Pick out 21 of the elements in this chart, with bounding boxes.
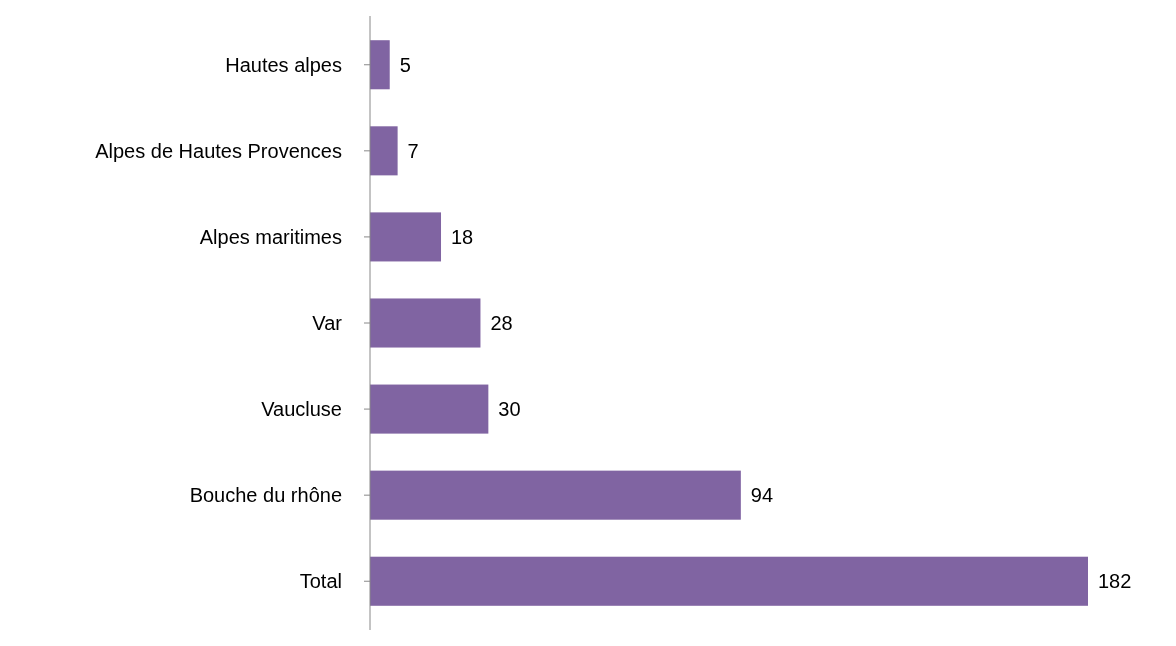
data-label: 18 [451,225,474,248]
y-tick-label: Vaucluse [261,398,342,421]
y-tick-label: Var [312,312,343,334]
bar [370,298,481,348]
y-tick-label: Alpes de Hautes Provences [95,139,342,162]
bar [370,384,489,434]
data-label: 28 [490,312,513,334]
bar [370,556,1088,606]
bar [370,470,741,520]
bar [370,40,390,90]
y-tick-label: Alpes maritimes [199,225,342,248]
bar [370,212,442,262]
data-label: 182 [1098,570,1132,593]
y-tick-label: Total [299,570,342,593]
data-label: 7 [407,139,419,162]
y-tick-label: Hautes alpes [225,53,342,76]
data-label: 5 [399,53,411,76]
bar [370,126,398,176]
data-label: 94 [750,484,774,507]
y-tick-label: Bouche du rhône [189,484,342,507]
data-label: 30 [498,398,521,421]
